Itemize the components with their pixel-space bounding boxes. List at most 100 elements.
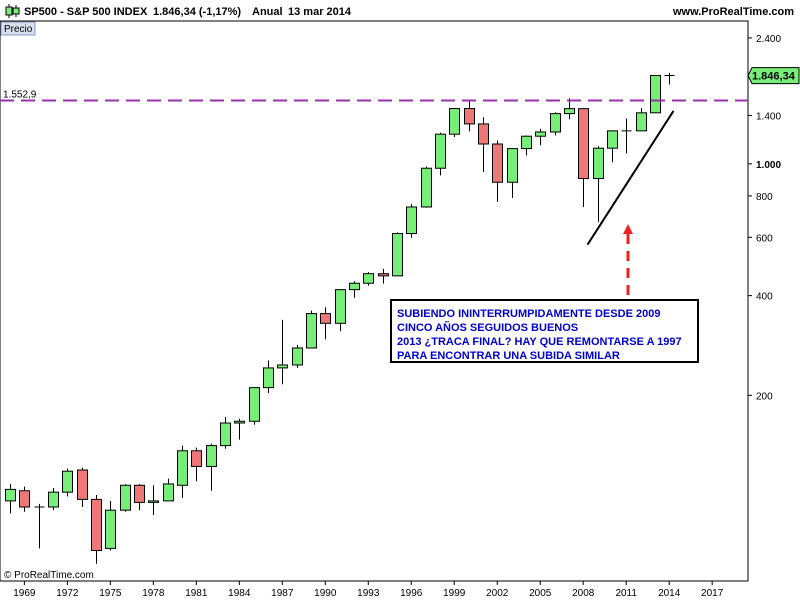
quote-value: 1.846,34 (-1,17%) (153, 6, 241, 18)
resistance-label: 1.552,9 (3, 90, 37, 101)
candle-body (636, 112, 647, 132)
site-link[interactable]: www.ProRealTime.com (672, 6, 794, 18)
x-tick-label: 1981 (185, 588, 208, 599)
candle (234, 418, 245, 440)
candle (263, 360, 274, 394)
y-tick-label: 600 (756, 233, 773, 244)
period-label: Anual (252, 6, 283, 18)
candle-body (134, 484, 145, 503)
x-tick-label: 1993 (357, 588, 380, 599)
x-tick-label: 1969 (13, 588, 36, 599)
candle (564, 98, 575, 120)
annotation-line: PARA ENCONTRAR UNA SUBIDA SIMILAR (397, 350, 620, 362)
trend-line (586, 110, 675, 246)
candle-body (91, 498, 102, 551)
candle-body (48, 491, 59, 508)
candle-body (578, 108, 589, 180)
panel-label: Precio (4, 24, 33, 35)
candle-body (335, 289, 346, 324)
y-tick-label: 1.000 (756, 160, 781, 171)
candle (363, 272, 374, 286)
y-tick-label: 200 (756, 391, 773, 402)
date-label: 13 mar 2014 (288, 6, 352, 18)
candle-body (607, 130, 618, 149)
candle (392, 232, 403, 277)
candle (62, 468, 73, 497)
candle-body (550, 113, 561, 133)
candle (77, 467, 88, 508)
candle (335, 289, 346, 332)
candle (220, 417, 231, 449)
candle (34, 503, 45, 549)
candles (5, 72, 675, 564)
candle (320, 307, 331, 340)
price-tag-label: 1.846,34 (752, 71, 796, 83)
candle-body (421, 167, 432, 208)
x-tick-label: 1987 (271, 588, 294, 599)
candle (464, 100, 475, 132)
candle-body (306, 313, 317, 349)
price-tag: 1.846,34 (747, 67, 800, 85)
candle (91, 495, 102, 564)
x-tick-label: 2014 (658, 588, 681, 599)
candle-body (378, 273, 389, 277)
candle (191, 447, 202, 482)
candle (664, 72, 675, 85)
candle (521, 135, 532, 156)
x-tick-label: 2011 (615, 588, 637, 599)
candle-body (19, 490, 30, 508)
x-tick-label: 1978 (142, 588, 165, 599)
x-tick-label: 1990 (314, 588, 337, 599)
candle-body (163, 483, 174, 502)
candle (177, 445, 188, 498)
candle-body (148, 500, 159, 503)
candle-icon (5, 4, 20, 18)
candle (378, 268, 389, 284)
candle (507, 148, 518, 198)
candle-body (105, 509, 116, 549)
candle-body (392, 233, 403, 277)
candle-body (478, 123, 489, 145)
candle (206, 443, 217, 491)
candle (449, 108, 460, 138)
candle (621, 118, 632, 154)
candle-body (249, 387, 260, 422)
candle (48, 488, 59, 511)
candle-body (191, 450, 202, 467)
candle-body (363, 273, 374, 284)
y-axis: 2.400 1.400 1.000 800 600 400 200 (748, 34, 781, 402)
symbol-title: SP500 - S&P 500 INDEX (24, 6, 148, 18)
x-tick-label: 2008 (572, 588, 595, 599)
candle-body (177, 450, 188, 486)
candle (435, 132, 446, 176)
x-tick-label: 1975 (99, 588, 122, 599)
y-tick-label: 400 (756, 292, 773, 303)
candle (292, 344, 303, 368)
candle (421, 166, 432, 208)
candle-body (435, 133, 446, 169)
y-tick-label: 2.400 (756, 34, 781, 45)
x-tick-label: 1996 (400, 588, 423, 599)
candle-body (62, 470, 73, 493)
copyright: © ProRealTime.com (4, 570, 94, 581)
x-tick-label: 2002 (486, 588, 509, 599)
candle (478, 117, 489, 172)
x-tick-label: 1972 (56, 588, 79, 599)
header-bar (0, 0, 800, 21)
candle-body (349, 282, 360, 291)
x-tick-label: 2005 (529, 588, 552, 599)
candle (492, 140, 503, 202)
candle-body (206, 445, 217, 467)
candle (406, 203, 417, 238)
candle (650, 75, 661, 114)
annotation-line: CINCO AÑOS SEGUIDOS BUENOS (397, 321, 578, 334)
candle (277, 319, 288, 385)
x-axis: 1969 1972 1975 1978 1981 1984 1987 1990 1993 1996… (13, 581, 724, 599)
candle-body (263, 367, 274, 389)
candle-body (521, 135, 532, 150)
candle-body (650, 75, 661, 114)
candle (120, 483, 131, 512)
y-tick-label: 1.400 (756, 111, 781, 122)
candle-body (234, 420, 245, 424)
